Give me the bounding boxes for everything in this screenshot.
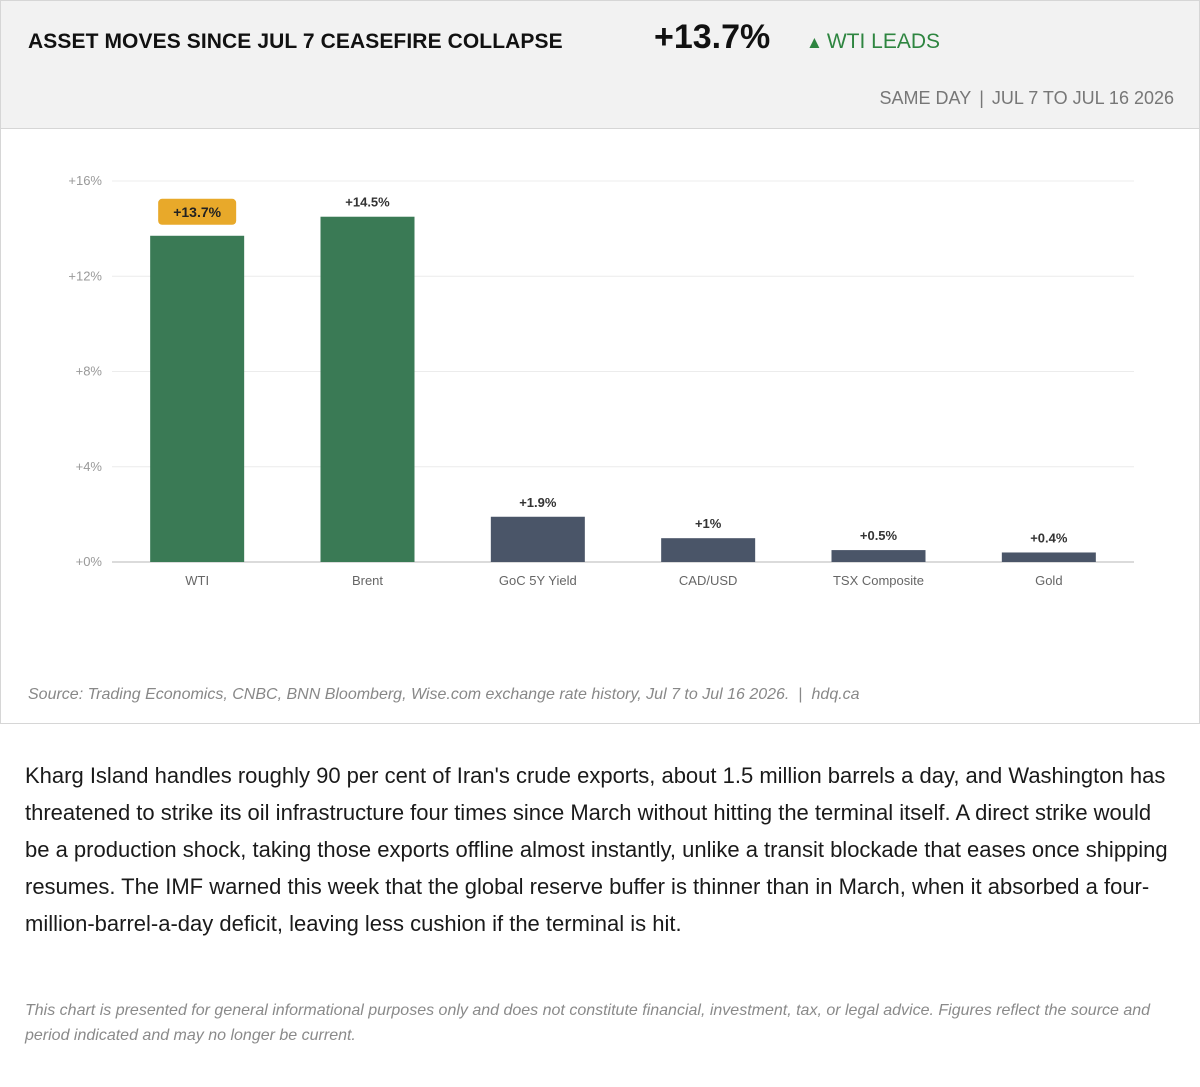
chart-card: ASSET MOVES SINCE JUL 7 CEASEFIRE COLLAP… xyxy=(0,0,1200,724)
source-line: Source: Trading Economics, CNBC, BNN Blo… xyxy=(28,686,860,704)
x-tick-label: Gold xyxy=(1035,573,1062,588)
data-label: +0.5% xyxy=(860,528,898,543)
data-label: +0.4% xyxy=(1030,530,1068,545)
data-label: +14.5% xyxy=(345,195,390,210)
y-tick-label: +16% xyxy=(68,173,102,188)
chart-title: ASSET MOVES SINCE JUL 7 CEASEFIRE COLLAP… xyxy=(28,30,563,53)
source-text: Source: Trading Economics, CNBC, BNN Blo… xyxy=(28,686,790,703)
chart-header: ASSET MOVES SINCE JUL 7 CEASEFIRE COLLAP… xyxy=(1,1,1199,129)
leader-indicator: ▲ WTI LEADS xyxy=(806,30,940,54)
x-tick-label: Brent xyxy=(352,573,383,588)
bar xyxy=(150,235,245,563)
period-mode: SAME DAY xyxy=(879,88,972,108)
data-label: +1% xyxy=(695,516,722,531)
bar-chart: +0% +4% +8% +12% +16% WTI +13.7% Brent +14.5% GoC… xyxy=(68,173,1134,588)
disclaimer: This chart is presented for general info… xyxy=(25,1002,1151,1044)
source-separator: | xyxy=(798,686,803,703)
bar xyxy=(1001,552,1096,562)
data-label: +1.9% xyxy=(519,495,557,510)
bar xyxy=(490,516,585,562)
x-tick-label: TSX Composite xyxy=(833,573,924,588)
period-separator: | xyxy=(979,88,984,108)
y-tick-label: +0% xyxy=(76,554,103,569)
x-tick-label: WTI xyxy=(185,573,209,588)
article-paragraph: Kharg Island handles roughly 90 per cent… xyxy=(25,763,1168,936)
data-label: +13.7% xyxy=(173,204,221,220)
headline-value: +13.7% xyxy=(654,18,771,56)
highlight-badge xyxy=(158,198,237,225)
source-site: hdq.ca xyxy=(811,686,860,703)
period-range: JUL 7 TO JUL 16 2026 xyxy=(991,88,1174,108)
up-arrow-icon: ▲ xyxy=(806,33,823,52)
leader-text: WTI LEADS xyxy=(826,30,941,53)
y-tick-label: +12% xyxy=(68,268,102,283)
y-tick-label: +8% xyxy=(76,364,103,379)
bar xyxy=(320,216,415,562)
x-tick-label: GoC 5Y Yield xyxy=(499,573,577,588)
bar xyxy=(661,538,756,562)
period-subhead: SAME DAY | JUL 7 TO JUL 16 2026 xyxy=(880,88,1174,109)
y-tick-label: +4% xyxy=(76,459,103,474)
x-tick-label: CAD/USD xyxy=(679,573,738,588)
bar xyxy=(831,550,926,562)
